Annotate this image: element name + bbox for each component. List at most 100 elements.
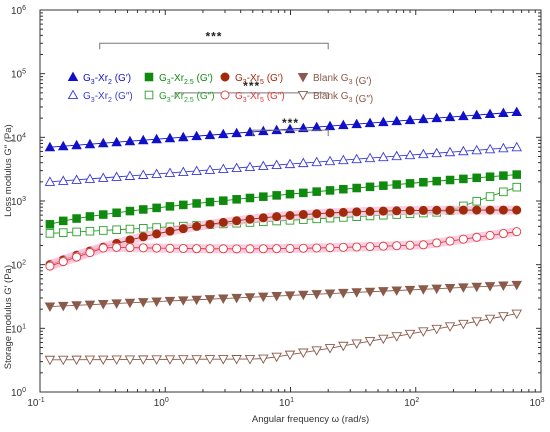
data-point [458, 283, 469, 293]
data-point [192, 244, 202, 254]
data-point [458, 319, 469, 330]
data-point [432, 205, 442, 215]
data-point [204, 355, 216, 365]
data-point [218, 244, 228, 254]
data-point [378, 334, 389, 345]
data-point [98, 226, 108, 235]
data-point [499, 187, 508, 197]
y-tick-label: 100 [11, 387, 26, 399]
data-point [404, 149, 416, 160]
x-tick-label: 103 [529, 397, 544, 409]
data-point [392, 206, 402, 216]
data-point [511, 106, 522, 117]
legend-rest: -Xr [171, 73, 185, 84]
legend-name: G [235, 91, 243, 102]
data-point [472, 232, 482, 242]
data-point [244, 354, 256, 365]
data-point [484, 108, 496, 119]
x-tick-exp: 0 [165, 397, 169, 404]
data-point [138, 232, 148, 242]
data-point [284, 350, 296, 361]
data-point [498, 281, 509, 292]
data-point [245, 214, 255, 224]
legend-item: G3-Xr5 (G′) [220, 72, 283, 86]
series-7 [44, 309, 522, 366]
data-point [258, 213, 268, 223]
data-point [498, 107, 509, 118]
data-point [231, 293, 242, 304]
legend-mod: (G′) [194, 73, 213, 84]
data-point [164, 167, 176, 177]
legend-item: G3-Xr2.5 (G″) [144, 90, 215, 104]
legend-marker [220, 72, 230, 82]
data-point [352, 242, 362, 252]
data-point [165, 202, 175, 211]
data-point [351, 288, 362, 298]
legend-marker [144, 90, 154, 100]
data-point [44, 355, 56, 366]
data-point [57, 175, 69, 185]
data-point [178, 355, 189, 365]
data-point [458, 234, 468, 244]
legend-sub: 3 [167, 97, 171, 104]
data-point [378, 287, 389, 297]
legend-label: G3-Xr5 (G″) [235, 91, 285, 104]
plot-frame [39, 9, 542, 393]
data-point [218, 163, 229, 174]
data-point [484, 314, 496, 325]
y-tick-exp: 6 [22, 5, 26, 12]
data-point [178, 131, 189, 142]
significance-brackets: *** *** *** [99, 29, 329, 137]
data-point [178, 243, 188, 253]
data-point [458, 205, 468, 215]
data-point [165, 243, 175, 253]
data-point [138, 243, 148, 253]
y-tick-exp: 3 [22, 196, 26, 203]
significance-label: *** [243, 79, 260, 93]
data-point [444, 146, 456, 157]
legend-rest: -Xr [171, 91, 185, 102]
y-tick-exp: 1 [22, 323, 26, 330]
data-point [392, 241, 402, 251]
legend-marker [67, 89, 79, 100]
data-point [84, 138, 96, 149]
data-point [258, 125, 269, 136]
legend-sub: 3 [349, 79, 353, 86]
x-tick-label: 101 [279, 397, 294, 409]
data-point [84, 355, 96, 366]
data-point [84, 173, 96, 183]
data-point [98, 172, 109, 182]
data-point [271, 159, 282, 170]
data-point [312, 243, 322, 253]
data-point [298, 348, 309, 359]
data-point [404, 285, 416, 296]
data-point [272, 212, 282, 222]
legend-name: G [83, 73, 91, 84]
data-point [298, 210, 308, 220]
data-point [419, 177, 428, 187]
legend-mod: (G″) [112, 91, 133, 102]
x-tick-label: 10-1 [27, 397, 44, 409]
legend-marker [220, 90, 230, 100]
data-point [124, 170, 136, 180]
x-tick-label: 102 [404, 397, 419, 409]
data-point [392, 180, 401, 189]
data-series [44, 106, 522, 366]
data-point [218, 355, 229, 365]
data-point [231, 162, 242, 173]
data-point [391, 115, 402, 126]
legend-rest: -Xr [247, 73, 261, 84]
data-point [391, 150, 402, 161]
data-point [258, 160, 269, 171]
data-point [311, 290, 322, 300]
data-point [98, 243, 108, 253]
data-point [312, 187, 321, 196]
data-point [311, 121, 322, 132]
data-point [351, 339, 362, 349]
x-tick-exp: -1 [38, 397, 44, 404]
legend-marker [67, 71, 79, 82]
significance-label: *** [282, 116, 299, 130]
data-point [472, 196, 481, 206]
legend-item: G3-Xr5 (G″) [220, 90, 285, 104]
